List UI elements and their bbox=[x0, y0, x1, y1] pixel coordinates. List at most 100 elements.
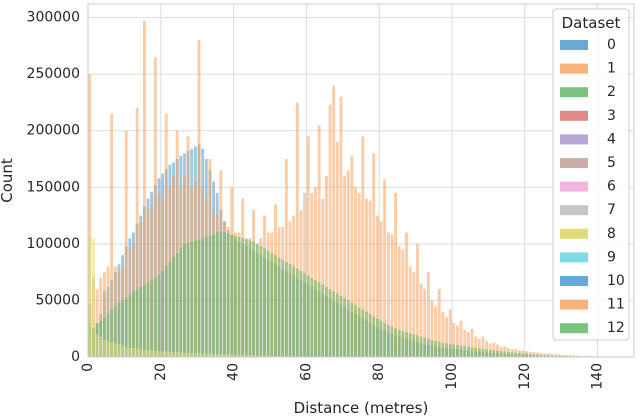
bar-series-2 bbox=[143, 284, 146, 357]
legend-entry: 12 bbox=[560, 320, 625, 336]
bar-series-8 bbox=[201, 353, 205, 357]
bar-series-2 bbox=[423, 337, 427, 357]
bar-series-2 bbox=[332, 291, 336, 357]
bar-series-1 bbox=[306, 136, 310, 357]
legend-swatch bbox=[560, 228, 588, 239]
bar-series-2 bbox=[244, 239, 248, 357]
bar-series-2 bbox=[255, 243, 259, 357]
bar-series-8 bbox=[183, 352, 186, 357]
grid-lines bbox=[87, 4, 634, 358]
bar-series-2 bbox=[517, 352, 521, 357]
bar-series-8 bbox=[175, 352, 179, 357]
bar-series-1 bbox=[197, 40, 201, 357]
legend-entry: 5 bbox=[560, 155, 616, 171]
bar-series-1 bbox=[434, 306, 438, 357]
bar-series-2 bbox=[503, 351, 507, 357]
bar-series-1 bbox=[110, 113, 114, 357]
bar-series-2 bbox=[121, 300, 124, 357]
bar-series-2 bbox=[161, 271, 165, 357]
legend-box bbox=[552, 8, 630, 341]
bar-series-1 bbox=[102, 272, 106, 357]
bar-series-2 bbox=[102, 317, 106, 357]
legend-entry: 0 bbox=[560, 37, 616, 53]
legend-entry: 4 bbox=[560, 131, 616, 147]
bar-series-2 bbox=[339, 295, 343, 357]
bar-series-2 bbox=[223, 232, 226, 357]
legend-entry: 10 bbox=[560, 273, 625, 289]
bar-series-1 bbox=[317, 125, 321, 357]
bar-series-8 bbox=[274, 355, 277, 357]
bar-series-2 bbox=[547, 355, 550, 357]
bar-series-1 bbox=[335, 142, 339, 357]
bar-series-1 bbox=[412, 272, 416, 357]
legend-swatch bbox=[560, 205, 588, 216]
bar-series-2 bbox=[485, 349, 488, 357]
bar-series-2 bbox=[292, 266, 296, 357]
legend-label: 1 bbox=[607, 61, 616, 77]
bar-series-1 bbox=[437, 289, 441, 357]
bar-series-2 bbox=[208, 235, 212, 357]
legend-label: 6 bbox=[607, 179, 616, 195]
bar-series-1 bbox=[408, 266, 412, 357]
bar-series-1 bbox=[572, 355, 576, 357]
y-tick-label: 150000 bbox=[27, 179, 80, 195]
bar-series-1 bbox=[547, 353, 550, 357]
legend-entry: 3 bbox=[560, 108, 616, 124]
bar-series-8 bbox=[128, 347, 132, 357]
bar-series-2 bbox=[215, 232, 219, 357]
bar-series-1 bbox=[441, 311, 445, 357]
bar-series-2 bbox=[496, 350, 499, 357]
bar-series-2 bbox=[106, 314, 110, 357]
x-tick-label: 100 bbox=[444, 363, 460, 390]
bar-series-8 bbox=[263, 355, 266, 357]
bar-series-2 bbox=[219, 231, 223, 357]
legend-swatch bbox=[560, 323, 588, 334]
bar-series-8 bbox=[197, 353, 201, 357]
bar-series-1 bbox=[99, 277, 103, 357]
bar-series-2 bbox=[412, 334, 416, 357]
bar-series-1 bbox=[394, 192, 397, 357]
y-tick-label: 0 bbox=[71, 349, 80, 365]
y-axis-ticks: 0 50000 100000 150000 200000 250000 300000 bbox=[27, 10, 80, 365]
bar-series-1 bbox=[390, 234, 394, 357]
bar-series-2 bbox=[459, 345, 463, 357]
legend-swatch bbox=[560, 40, 588, 50]
bar-series-8 bbox=[135, 348, 139, 357]
x-axis-label: Distance (metres) bbox=[294, 399, 429, 417]
x-tick-label: 80 bbox=[371, 363, 387, 381]
bar-series-1 bbox=[321, 198, 325, 357]
histogram-bars bbox=[88, 20, 634, 358]
bar-series-1 bbox=[452, 323, 456, 357]
bar-series-2 bbox=[346, 300, 350, 357]
bar-series-2 bbox=[463, 346, 467, 357]
bar-series-2 bbox=[426, 338, 430, 357]
bar-series-8 bbox=[234, 354, 237, 357]
bar-series-1 bbox=[565, 354, 569, 357]
bar-series-1 bbox=[554, 354, 558, 357]
bar-series-2 bbox=[132, 291, 135, 357]
bar-series-2 bbox=[365, 311, 368, 357]
bar-series-8 bbox=[102, 340, 106, 357]
plot-frame bbox=[87, 3, 635, 358]
bar-series-8 bbox=[139, 349, 143, 357]
bar-series-8 bbox=[132, 347, 135, 357]
bar-series-2 bbox=[430, 340, 434, 357]
bar-series-2 bbox=[179, 248, 183, 357]
bar-series-2 bbox=[284, 261, 288, 357]
bar-series-2 bbox=[419, 336, 423, 357]
bar-series-2 bbox=[470, 347, 474, 357]
bar-series-2 bbox=[164, 266, 168, 357]
bar-series-8 bbox=[117, 344, 121, 357]
y-tick-label: 200000 bbox=[27, 123, 80, 139]
legend-label: 5 bbox=[607, 155, 616, 171]
legend-label: 8 bbox=[607, 226, 616, 242]
bar-series-2 bbox=[241, 238, 245, 357]
bar-series-2 bbox=[456, 345, 459, 357]
bar-series-2 bbox=[539, 354, 543, 357]
bar-series-8 bbox=[113, 343, 117, 357]
bar-series-2 bbox=[321, 284, 325, 357]
bar-series-2 bbox=[481, 348, 485, 357]
bar-series-2 bbox=[146, 282, 150, 357]
